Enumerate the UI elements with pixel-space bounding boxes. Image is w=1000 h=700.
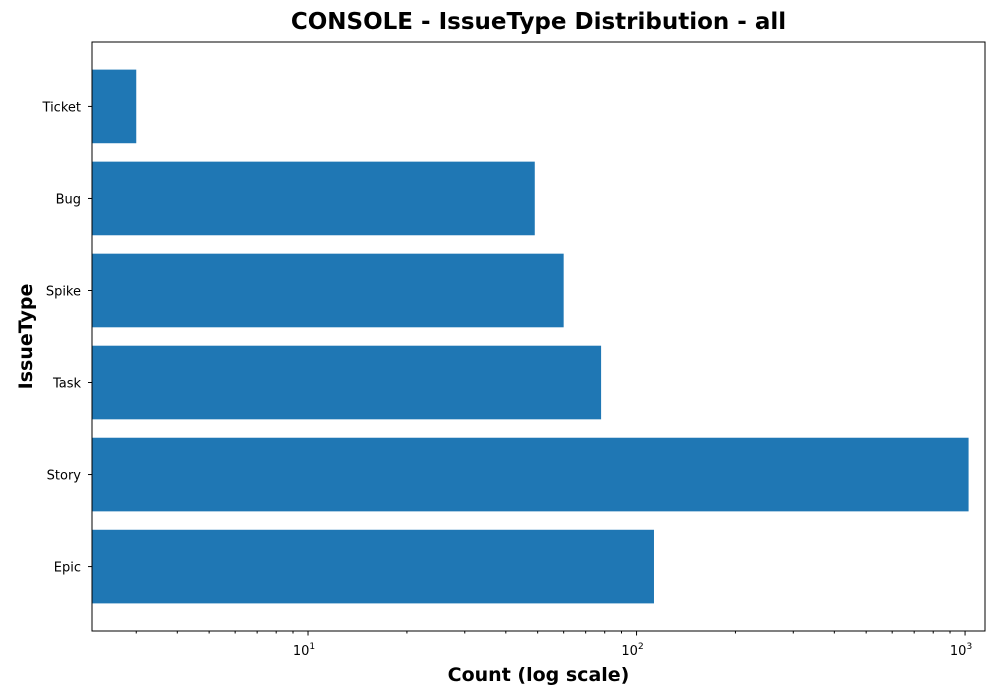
x-tick-label: 101 (293, 642, 315, 659)
y-tick-label: Story (47, 469, 82, 484)
bar-story (92, 437, 969, 512)
x-tick-label: 103 (950, 642, 972, 659)
y-tick-label: Bug (56, 192, 81, 207)
plot-frame (91, 41, 986, 632)
bar-spike (92, 253, 564, 328)
y-tick-label: Ticket (42, 100, 81, 115)
x-tick-label: 102 (621, 642, 643, 659)
bar-epic (92, 529, 654, 604)
y-tick-label: Task (52, 377, 82, 392)
bar-ticket (92, 69, 137, 144)
x-axis-ticks: 101 102 103 (135, 631, 972, 659)
y-tick-label: Spike (46, 284, 81, 299)
bars-group (92, 69, 969, 604)
y-axis-label: IssueType (15, 284, 37, 390)
y-tick-label: Epic (54, 561, 81, 576)
chart-title: CONSOLE - IssueType Distribution - all (290, 9, 787, 35)
y-axis-ticks: Ticket Bug Spike Task Story Epic (42, 100, 92, 576)
bar-bug (92, 161, 535, 236)
bar-task (92, 345, 602, 420)
x-axis-label: Count (log scale) (448, 664, 630, 686)
